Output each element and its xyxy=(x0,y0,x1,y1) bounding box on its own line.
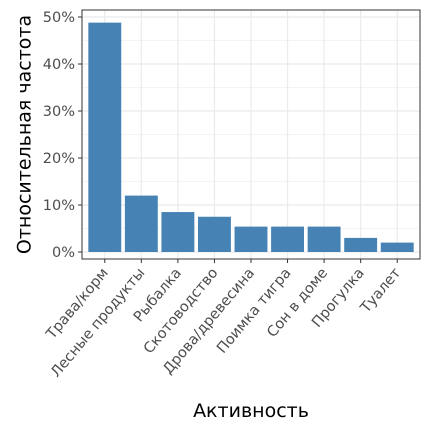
bar xyxy=(381,243,414,252)
bar xyxy=(308,227,341,252)
y-tick-label: 0% xyxy=(52,245,75,261)
bar xyxy=(235,227,268,252)
bar xyxy=(198,217,231,252)
y-axis-title: Относительная частота xyxy=(14,15,36,254)
y-tick-label: 10% xyxy=(43,198,75,214)
y-tick-label: 40% xyxy=(43,57,75,73)
bar xyxy=(344,238,377,252)
y-tick-label: 50% xyxy=(43,10,75,26)
y-tick-label: 20% xyxy=(43,151,75,167)
bar xyxy=(271,227,304,252)
bar xyxy=(161,212,194,252)
y-tick-label: 30% xyxy=(43,104,75,120)
bar xyxy=(125,196,158,252)
x-axis-title: Активность xyxy=(193,400,309,422)
bar xyxy=(88,23,121,252)
